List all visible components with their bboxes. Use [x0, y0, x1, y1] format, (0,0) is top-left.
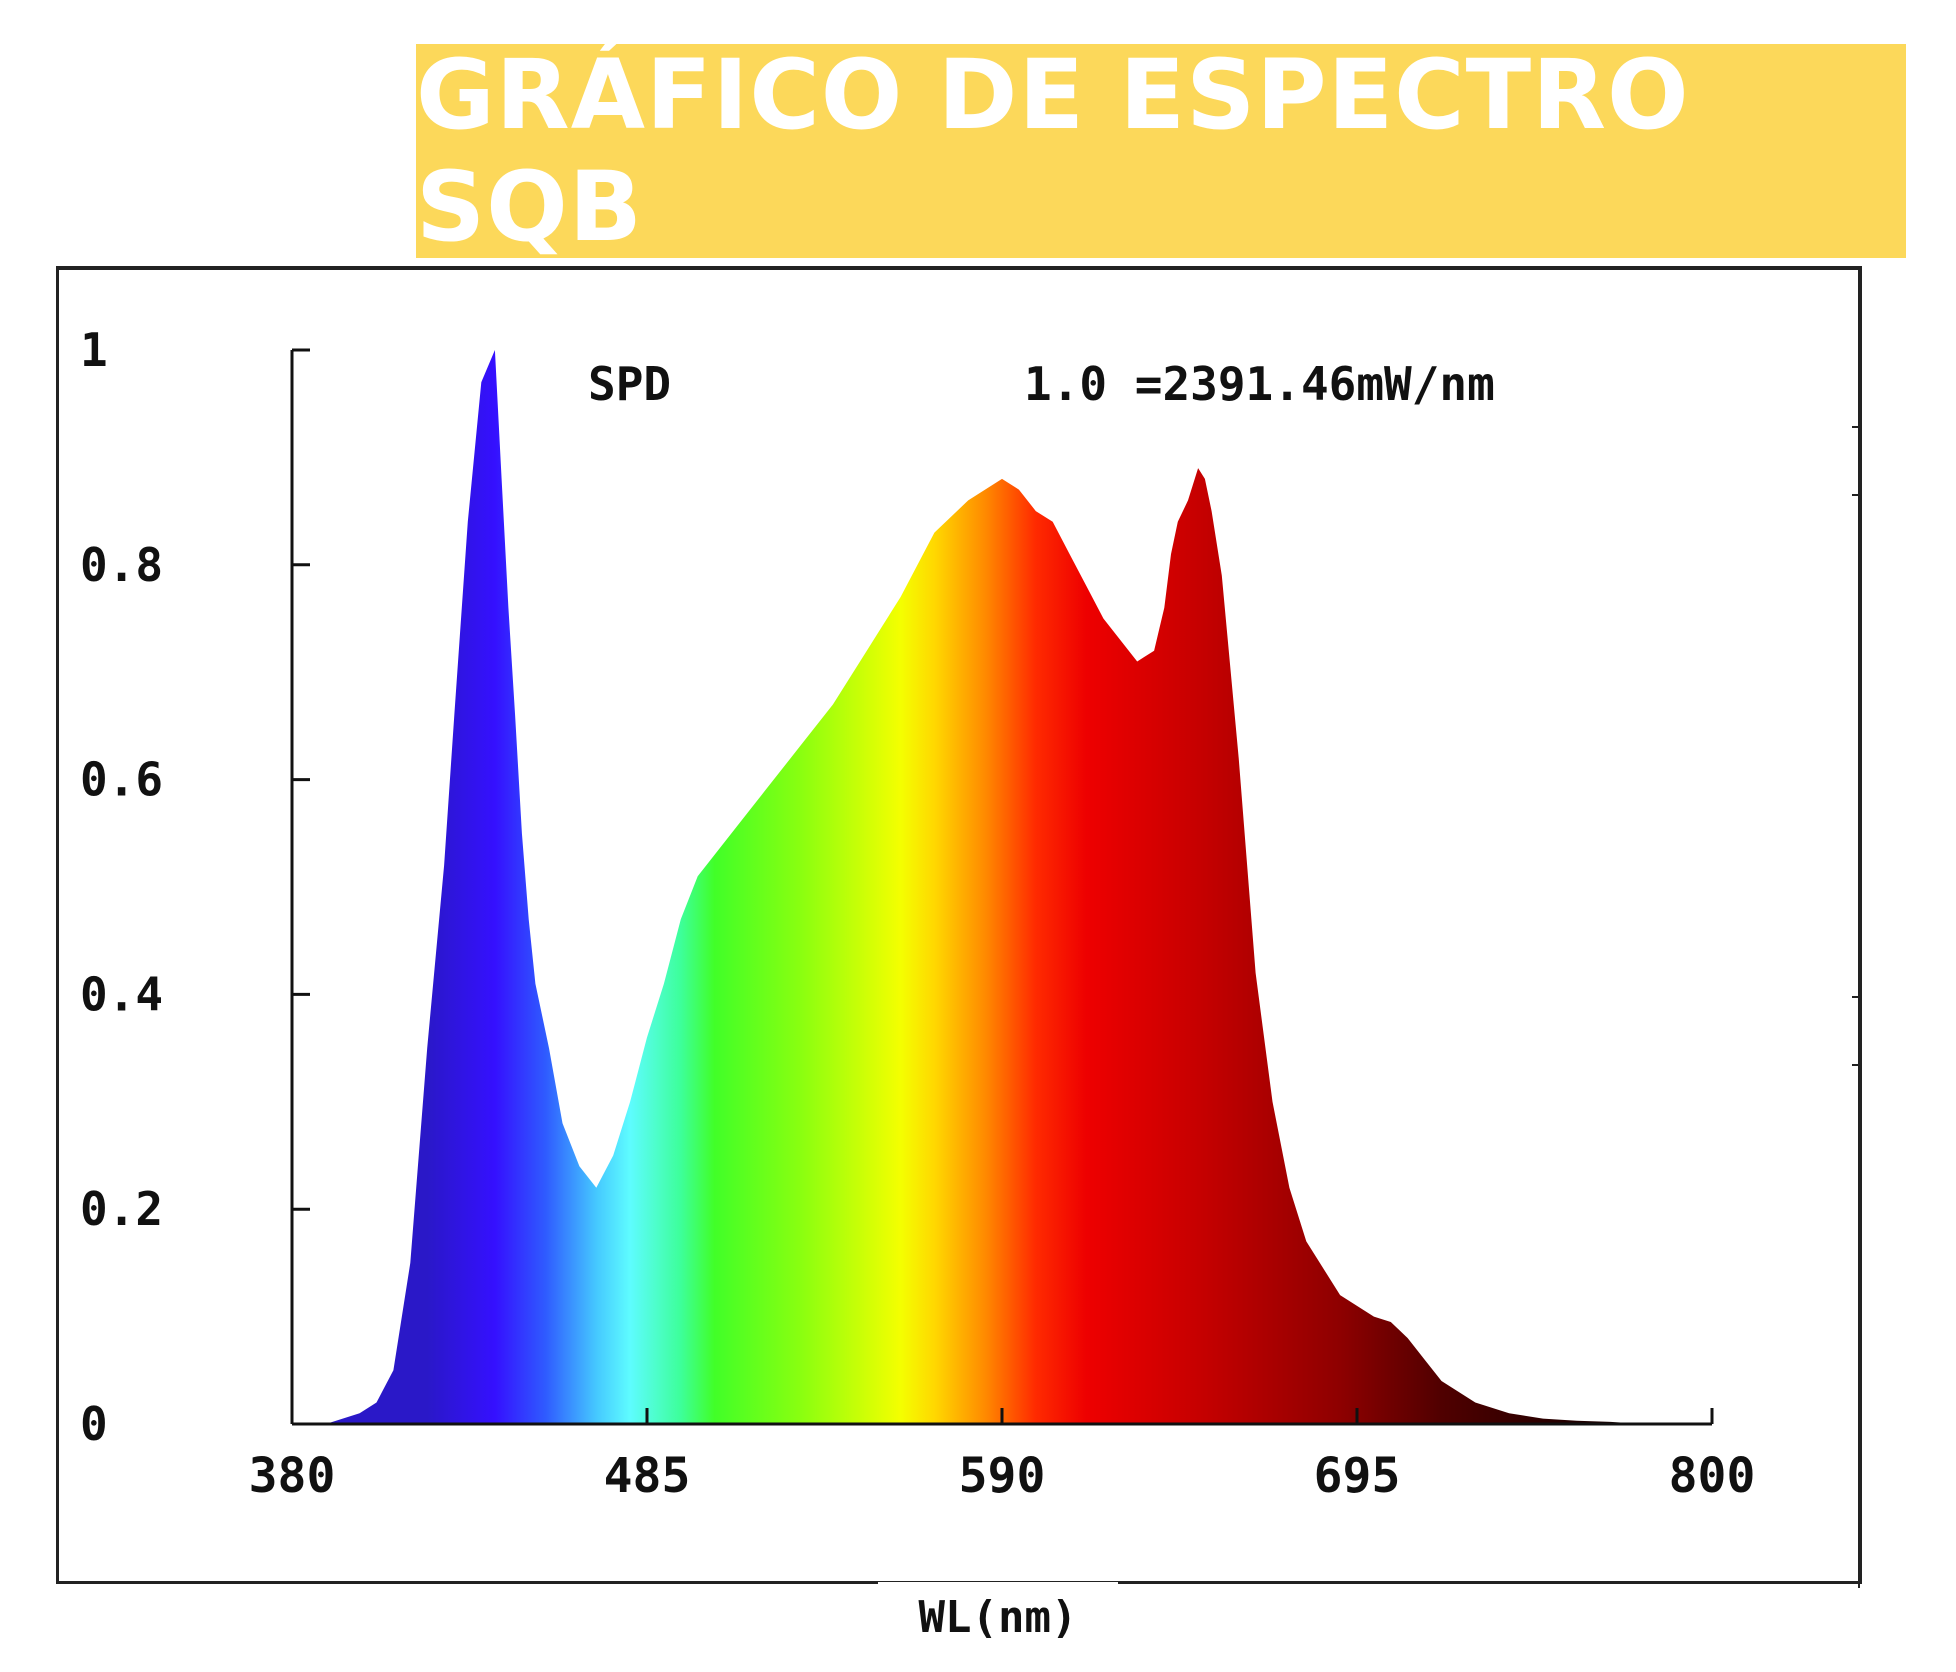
y-tick-label: 0.4: [80, 967, 163, 1021]
spd-label: SPD: [588, 357, 671, 411]
y-ticks: 0 0.2 0.4 0.6 0.8 1: [80, 323, 310, 1451]
y-tick-label: 0: [80, 1397, 108, 1451]
frame-edge-decoration: [1852, 266, 1880, 1588]
y-tick-label: 1: [80, 323, 108, 377]
x-tick-label: 590: [959, 1448, 1046, 1504]
x-ticks: 380 485 590 695 800: [249, 1408, 1756, 1504]
y-tick-label: 0.2: [80, 1182, 163, 1236]
peak-note: 1.0 =2391.46mW/nm: [1024, 357, 1495, 411]
y-tick-label: 0.8: [80, 538, 163, 592]
chart-title: GRÁFICO DE ESPECTRO SQB: [416, 39, 1690, 263]
y-tick-label: 0.6: [80, 753, 163, 807]
x-tick-label: 380: [249, 1448, 336, 1504]
spd-area: [292, 350, 1712, 1424]
x-tick-label: 800: [1669, 1448, 1756, 1504]
x-axis-label-box: WL(nm): [878, 1582, 1118, 1652]
x-tick-label: 695: [1314, 1448, 1401, 1504]
x-axis-label: WL(nm): [918, 1591, 1078, 1643]
title-banner: GRÁFICO DE ESPECTRO SQB: [416, 39, 1906, 263]
x-tick-label: 485: [604, 1448, 691, 1504]
